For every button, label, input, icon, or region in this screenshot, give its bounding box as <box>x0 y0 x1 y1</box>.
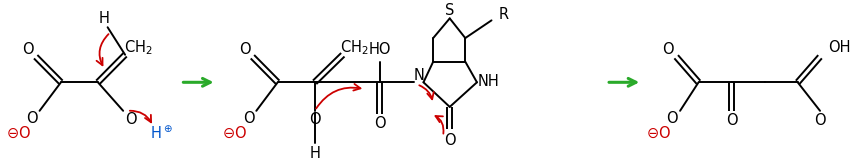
Text: O: O <box>663 42 674 57</box>
Text: CH$_2$: CH$_2$ <box>124 38 153 57</box>
Text: O: O <box>444 133 455 148</box>
Text: O: O <box>239 42 250 57</box>
Text: N: N <box>414 68 424 83</box>
Text: OH: OH <box>828 40 850 55</box>
Text: R: R <box>499 7 509 22</box>
Text: S: S <box>445 3 454 18</box>
Text: $\ominus$O: $\ominus$O <box>646 126 671 141</box>
Text: O: O <box>243 111 254 126</box>
Text: O: O <box>125 112 137 127</box>
Text: O: O <box>726 113 738 128</box>
Text: $\ominus$O: $\ominus$O <box>222 126 248 141</box>
Text: $\ominus$O: $\ominus$O <box>6 126 31 141</box>
Text: HO: HO <box>368 42 391 57</box>
Text: NH: NH <box>477 74 500 89</box>
Text: H: H <box>309 146 320 161</box>
Text: O: O <box>22 42 34 57</box>
Text: O: O <box>309 112 321 127</box>
Text: O: O <box>666 111 678 126</box>
Text: O: O <box>814 113 825 128</box>
Text: H$^\oplus$: H$^\oplus$ <box>150 125 173 142</box>
Text: H: H <box>98 11 109 26</box>
Text: O: O <box>374 116 386 131</box>
Text: CH$_2$: CH$_2$ <box>340 38 368 57</box>
Text: O: O <box>26 111 37 126</box>
